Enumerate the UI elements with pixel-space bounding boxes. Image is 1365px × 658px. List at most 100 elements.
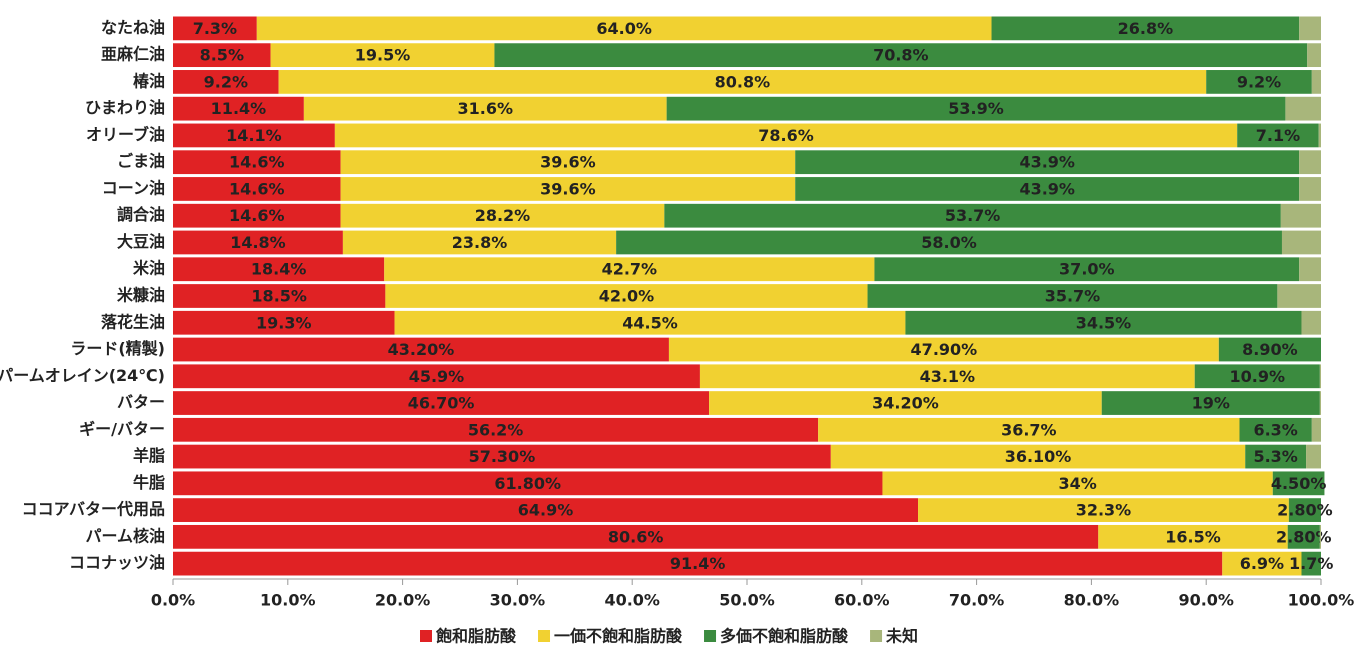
legend-swatch (704, 630, 717, 642)
y-tick-label: ラード(精製) (70, 339, 165, 358)
x-tick-label: 10.0% (260, 591, 316, 610)
data-label: 39.6% (540, 179, 596, 198)
bar-segment (709, 391, 1102, 415)
bar-segment (173, 70, 279, 94)
bar-segment (874, 257, 1300, 282)
bar-segment (270, 43, 495, 68)
data-label: 2.80% (1277, 501, 1333, 520)
bar-segment (1281, 230, 1321, 255)
bar-segment (882, 471, 1273, 496)
data-label: 19.3% (256, 313, 312, 332)
data-label: 6.9% (1240, 554, 1284, 573)
data-label: 53.7% (945, 206, 1001, 225)
bar-segment (1287, 524, 1320, 549)
bar-segment (1301, 310, 1321, 335)
bar-segment (173, 16, 257, 41)
legend-swatch (870, 630, 883, 642)
data-label: 36.10% (1005, 447, 1072, 466)
x-tick-label: 0.0% (151, 591, 195, 610)
x-tick-label: 70.0% (949, 591, 1005, 610)
data-label: 45.9% (409, 367, 465, 386)
data-label: 5.3% (1253, 447, 1297, 466)
y-tick-label: 米油 (133, 259, 165, 278)
bar-segment (1306, 444, 1321, 469)
bar-segment (1307, 43, 1321, 68)
bar-segment (668, 337, 1219, 362)
data-label: 80.8% (715, 72, 771, 91)
x-tick-label: 90.0% (1178, 591, 1234, 610)
bar-segment (1319, 391, 1321, 415)
data-label: 23.8% (452, 233, 508, 252)
bar-segment (616, 230, 1282, 255)
bar-segment (173, 364, 700, 389)
data-label: 42.7% (602, 260, 658, 279)
y-tick-label: ココアバター代用品 (22, 500, 165, 519)
data-label: 61.80% (494, 474, 561, 493)
data-label: 46.70% (408, 394, 475, 413)
bar-segment (173, 96, 304, 121)
bar-segment (1299, 16, 1321, 41)
y-tick-label: ひまわり油 (85, 98, 165, 117)
data-label: 8.5% (200, 46, 244, 65)
data-label: 14.8% (230, 233, 286, 252)
bar-segment (1277, 284, 1321, 308)
x-tick-label: 40.0% (604, 591, 660, 610)
data-label: 43.9% (1019, 179, 1075, 198)
y-tick-label: パーム核油 (85, 526, 165, 545)
bar-segment (173, 444, 831, 469)
bar-segment (905, 310, 1302, 335)
y-tick-label: オリーブ油 (86, 125, 165, 144)
bar-segment (173, 230, 343, 255)
bar-segment (173, 150, 341, 175)
x-tick-label: 30.0% (490, 591, 546, 610)
bar-segment (173, 257, 385, 282)
data-label: 14.6% (229, 206, 285, 225)
y-tick-label: パームオレイン(24℃) (0, 366, 165, 385)
bar-segment (664, 203, 1281, 228)
bar-segment (394, 310, 906, 335)
x-tick-label: 50.0% (719, 591, 775, 610)
data-label: 91.4% (670, 554, 726, 573)
data-label: 19.5% (355, 46, 411, 65)
bar-segment (1101, 391, 1320, 415)
bar-segment (1319, 364, 1321, 389)
y-tick-label: 大豆油 (117, 232, 165, 251)
bar-segment (385, 284, 868, 308)
data-label: 42.0% (599, 287, 655, 306)
data-label: 43.1% (920, 367, 976, 386)
bar-segment (918, 498, 1289, 522)
bar-segment (340, 203, 665, 228)
bar-segment (1222, 551, 1302, 576)
data-label: 43.20% (388, 340, 455, 359)
bar-segment (795, 177, 1300, 201)
bar-segment (1319, 524, 1321, 549)
bar-segment (173, 284, 386, 308)
bar-segment (173, 43, 271, 68)
data-label: 36.7% (1001, 420, 1057, 439)
data-label: 14.1% (226, 126, 282, 145)
y-tick-label: 亜麻仁油 (101, 45, 165, 64)
data-label: 19% (1192, 394, 1230, 413)
bar-segment (173, 203, 341, 228)
y-tick-label: コーン油 (102, 178, 165, 197)
bar-segment (1311, 70, 1321, 94)
x-tick-label: 60.0% (834, 591, 890, 610)
data-label: 35.7% (1045, 287, 1101, 306)
bar-segment (173, 337, 669, 362)
y-tick-label: 調合油 (117, 205, 165, 224)
bar-segment (334, 123, 1238, 148)
data-label: 26.8% (1118, 19, 1174, 38)
bar-segment (1288, 498, 1321, 522)
bar-segment (1299, 177, 1321, 201)
y-tick-label: 椿油 (133, 71, 165, 90)
data-label: 64.0% (596, 19, 652, 38)
data-label: 56.2% (468, 420, 524, 439)
bar-segment (1301, 551, 1321, 576)
bar-segment (342, 230, 617, 255)
bar-segment (666, 96, 1286, 121)
bar-segment (173, 310, 395, 335)
data-label: 16.5% (1165, 527, 1221, 546)
bar-segment (1098, 524, 1288, 549)
data-label: 10.9% (1230, 367, 1286, 386)
data-label: 34% (1058, 474, 1096, 493)
